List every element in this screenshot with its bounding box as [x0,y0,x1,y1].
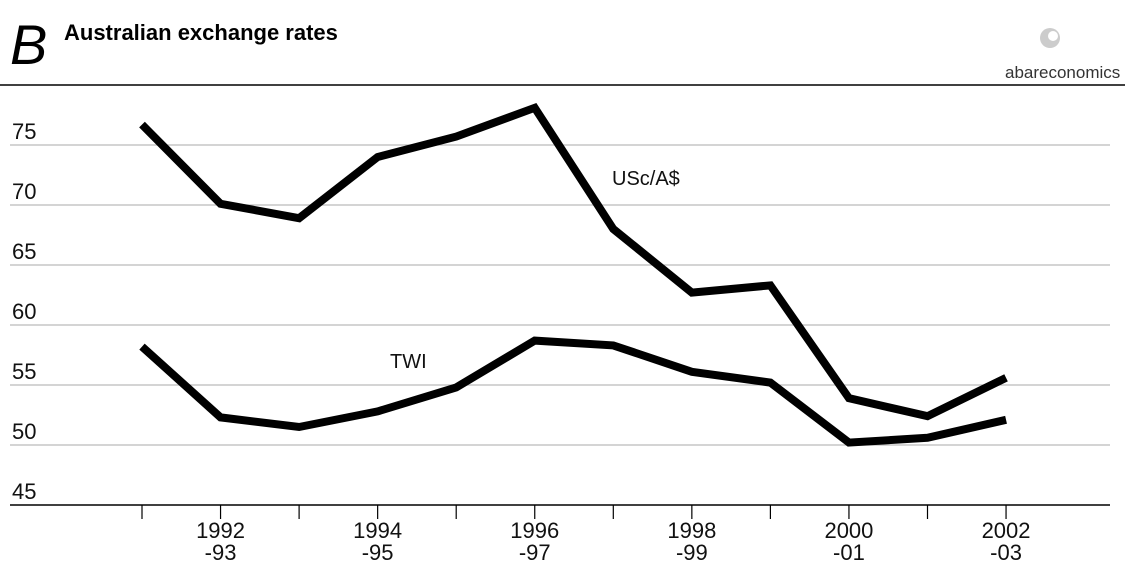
x-tick-label: 1996 -97 [510,518,560,565]
y-tick-label: 45 [12,479,36,504]
logo [1048,31,1058,41]
x-tick-label: 1994 -95 [353,518,403,565]
y-tick-label: 55 [12,359,36,384]
y-tick-label: 60 [12,299,36,324]
x-tick-label: 2002 -03 [981,518,1031,565]
series-line [139,336,1007,447]
y-tick-label: 75 [12,119,36,144]
y-tick-label: 70 [12,179,36,204]
x-tick-label: 1998 -99 [667,518,717,565]
x-tick-label: 1992 -93 [196,518,246,565]
series-label: TWI [390,351,427,373]
series-line [139,102,1008,421]
chart-letter: B [10,13,47,76]
y-tick-label: 50 [12,419,36,444]
chart-title: Australian exchange rates [64,20,338,45]
series-label: USc/A$ [612,168,680,190]
brand: abareconomics [1005,63,1120,82]
y-tick-label: 65 [12,239,36,264]
x-tick-label: 2000 -01 [824,518,874,565]
